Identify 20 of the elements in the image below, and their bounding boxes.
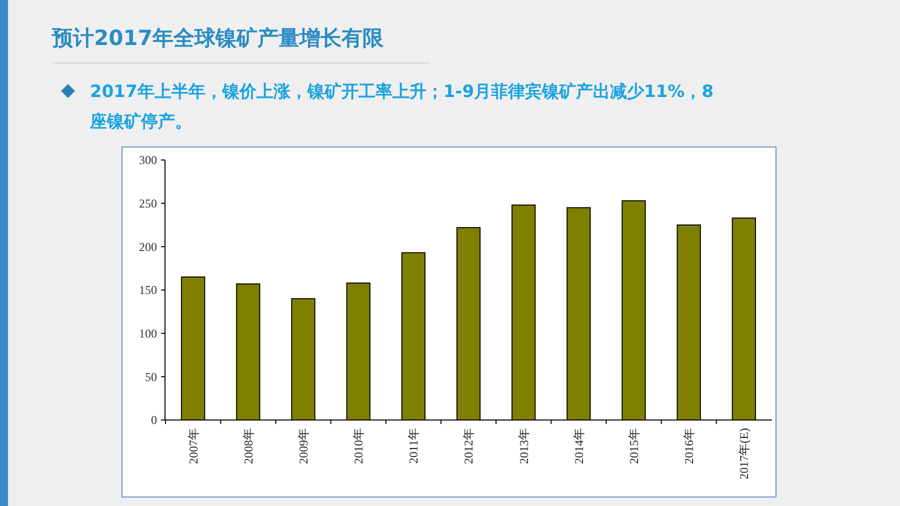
- x-tick-label: 2014年: [572, 428, 586, 464]
- x-tick-label: 2007年: [186, 428, 200, 464]
- x-tick-label: 2016年: [682, 428, 696, 464]
- y-tick-label: 300: [139, 153, 157, 168]
- y-tick-label: 200: [139, 240, 157, 254]
- y-tick-label: 250: [139, 196, 157, 211]
- x-tick-label: 2012年: [462, 428, 476, 464]
- y-tick-label: 150: [139, 283, 157, 298]
- x-tick-label: 2011年: [406, 428, 421, 464]
- x-tick-label: 2009年: [296, 428, 310, 464]
- chart-subtitle: 2017年上半年，镍价上涨，镍矿开工率上升；1-9月菲律宾镍矿产出减少11%，8座镍矿停产。: [89, 82, 714, 132]
- x-tick-label: 2017年(E): [737, 428, 752, 480]
- x-tick-label: 2013年: [516, 428, 531, 464]
- x-tick-label: 2010年: [352, 428, 366, 464]
- y-tick-label: 100: [139, 326, 157, 341]
- y-tick-label: 0: [151, 413, 157, 428]
- x-tick-label: 2015年: [626, 428, 641, 464]
- x-tick-label: 2008年: [241, 428, 256, 464]
- chart-title: 预计2017年全球镍矿产量增长有限: [51, 26, 384, 50]
- y-tick-label: 50: [145, 370, 157, 384]
